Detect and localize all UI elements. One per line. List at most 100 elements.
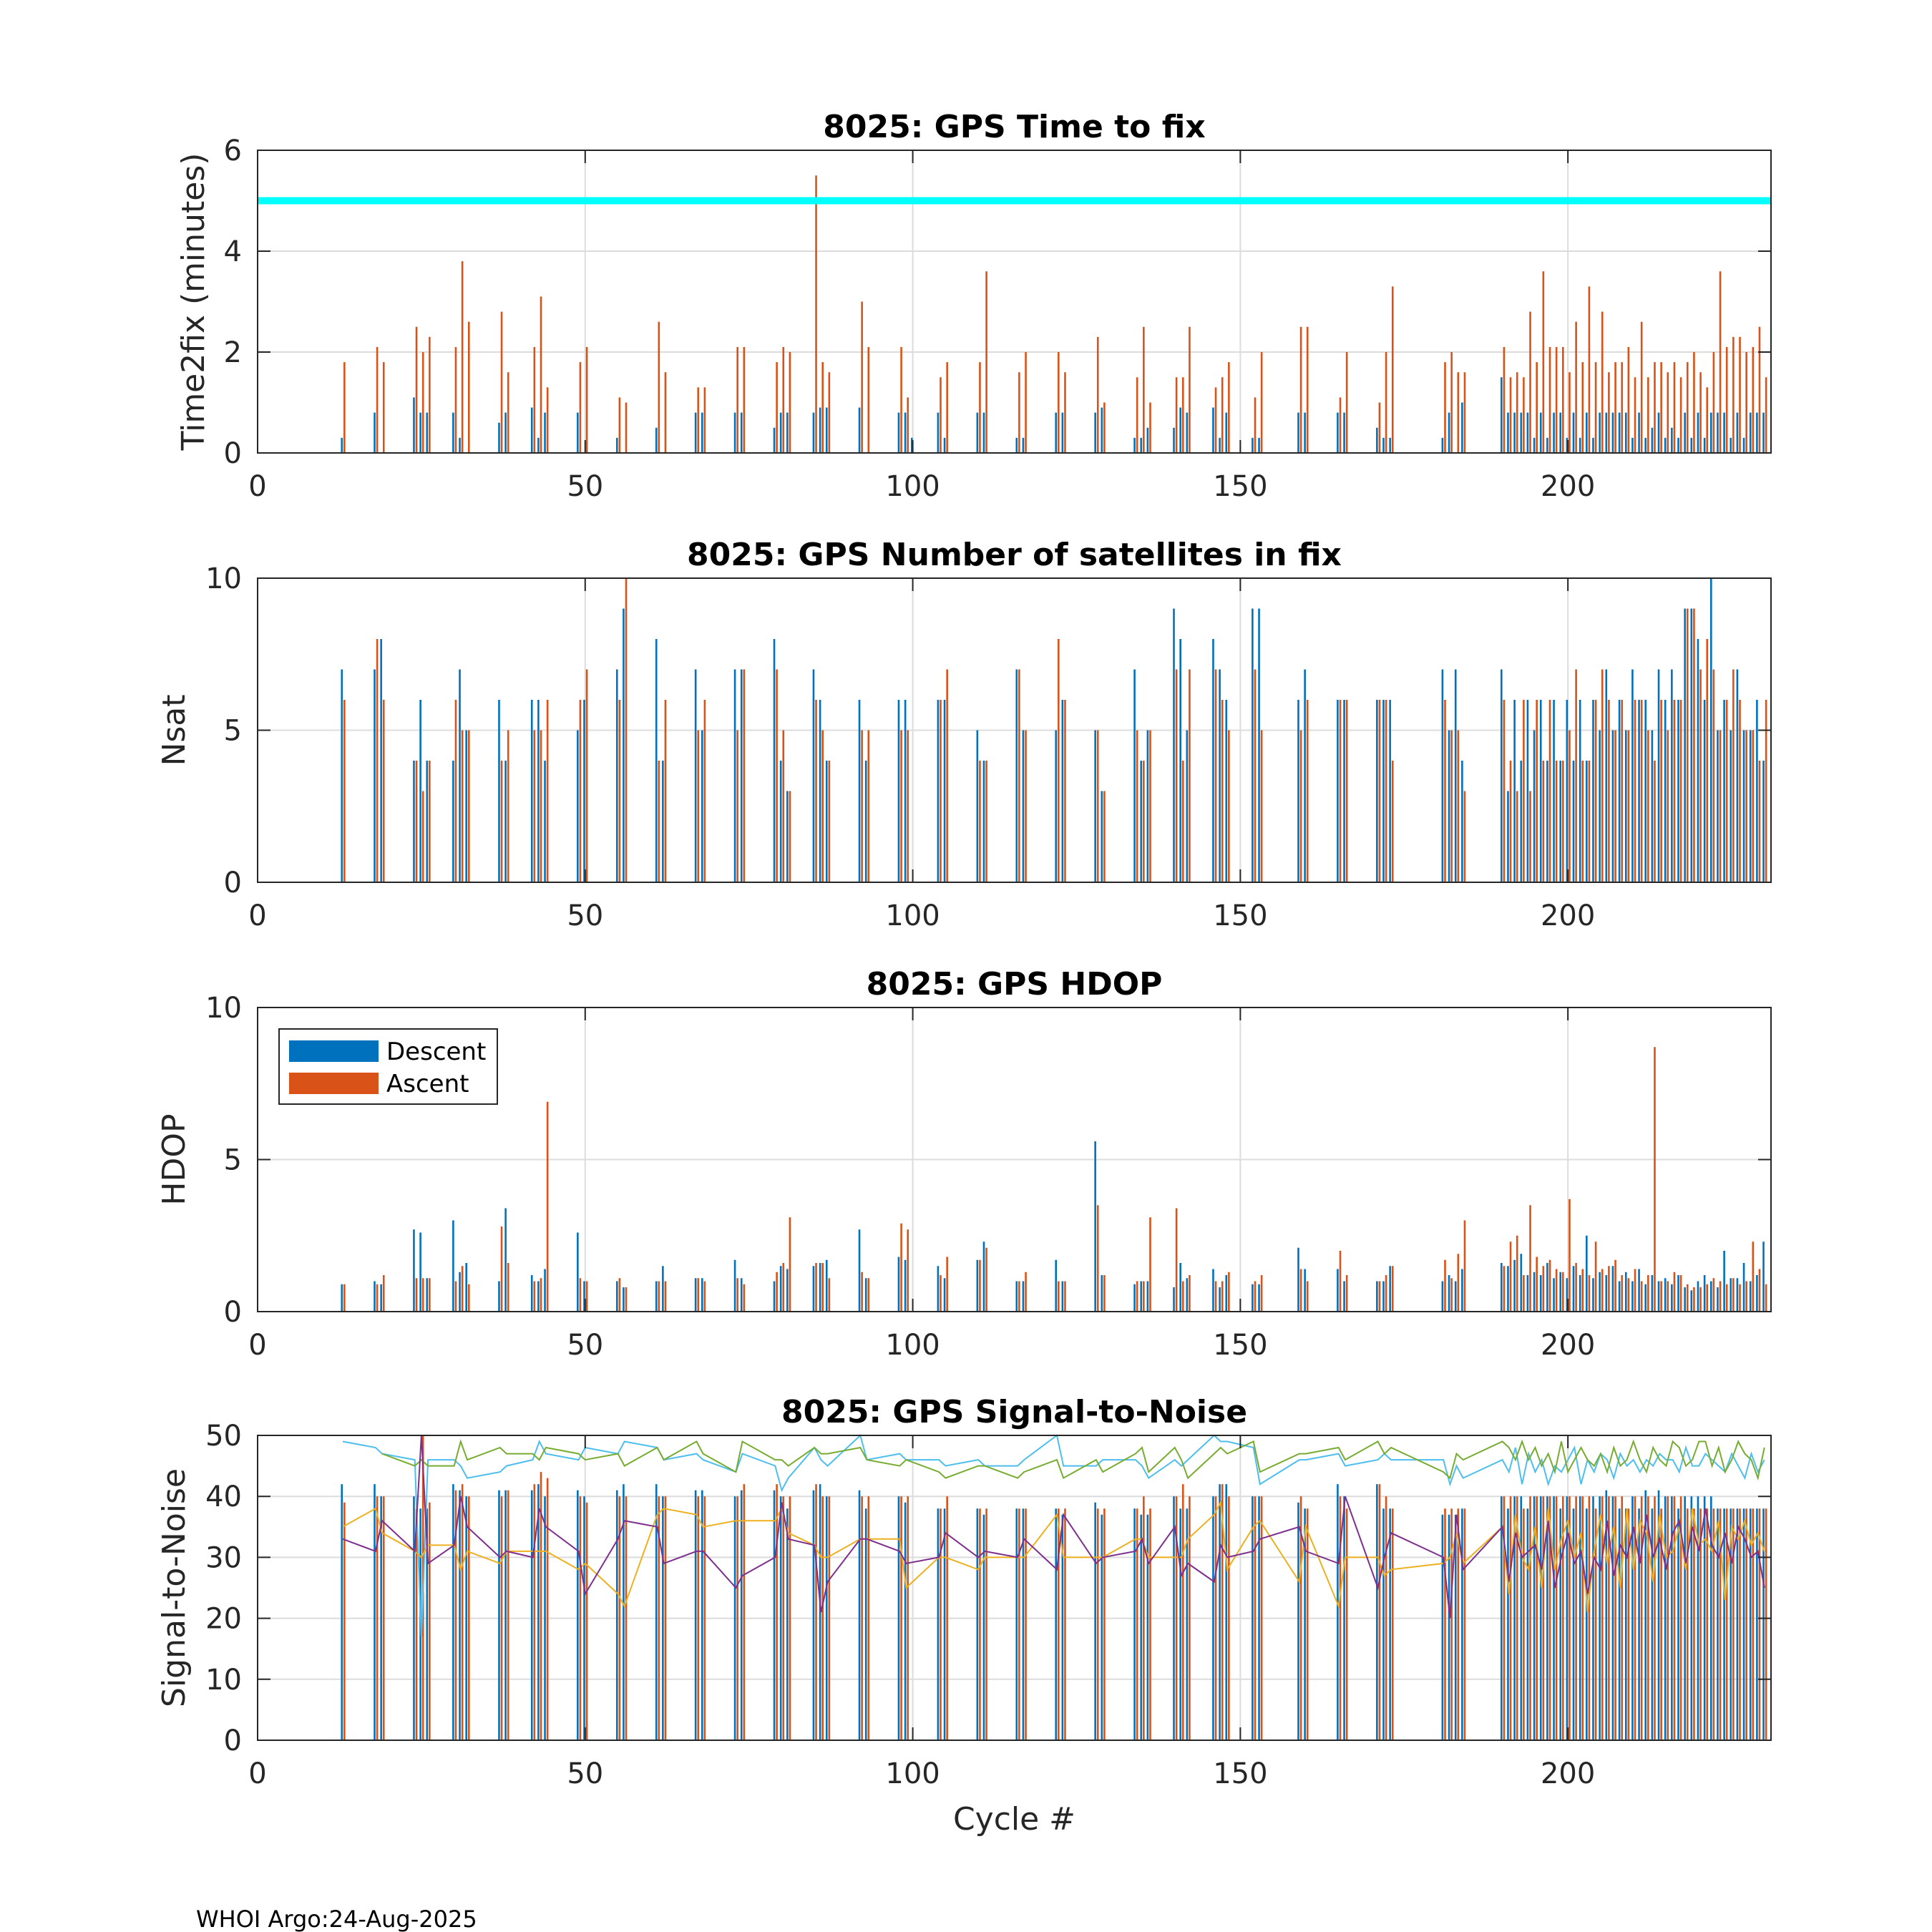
panel1-bar-descent [1618,412,1621,453]
panel2-bar-ascent [421,791,424,882]
panel3-bar-ascent [500,1226,503,1312]
panel4-bar-descent [1559,1508,1562,1740]
panel4-bar-descent [1618,1508,1621,1740]
panel3-bar-descent [426,1278,429,1312]
panel2-bar-descent [1101,791,1103,882]
panel2-bar-descent [1651,730,1654,882]
panel2-bar-descent [459,669,461,882]
panel1-bar-descent [1749,412,1752,453]
panel3-bar-descent [943,1278,946,1312]
panel4-bar-ascent [1463,1508,1466,1740]
panel2-bar-descent [1252,608,1254,882]
panel4-xlabel: Cycle # [953,1801,1075,1838]
panel2-bar-ascent [1189,669,1191,882]
panel4-bar-ascent [1221,1484,1224,1740]
panel1-bar-ascent [1299,326,1302,453]
panel4-bar-descent [786,1508,789,1740]
panel3-bar-ascent [1345,1275,1348,1312]
panel1-bar-descent [498,422,500,453]
panel2-bar-ascent [1575,669,1577,882]
panel2-bar-ascent [985,761,987,882]
panel2-bar-descent [1526,700,1529,882]
panel2-bar-ascent [1614,730,1616,882]
panel4-bar-descent [537,1484,540,1740]
panel4-bar-descent [825,1496,828,1740]
panel2-bar-descent [1599,730,1601,882]
panel3-bar-descent [1684,1287,1686,1312]
panel1-bar-descent [1507,412,1509,453]
panel3-bar-ascent [1588,1275,1591,1312]
panel2-bar-descent [1140,761,1143,882]
panel2-ytick-label: 5 [224,715,242,748]
panel1-bar-descent [1382,437,1385,453]
panel4-bar-ascent [1594,1508,1597,1740]
panel4-bar-ascent [1143,1496,1145,1740]
panel2-title: 8025: GPS Number of satellites in fix [687,537,1342,573]
panel1-bar-descent [341,437,343,453]
panel1-xtick-label: 100 [885,470,940,503]
panel2-bar-ascent [1673,700,1676,882]
panel1-bar-descent [1605,412,1608,453]
panel4-bar-ascent [1745,1508,1747,1740]
panel4-bar-ascent [461,1484,464,1740]
panel4-bar-ascent [376,1496,379,1740]
panel2-bar-ascent [782,730,785,882]
panel4-bar-descent [1133,1508,1136,1740]
panel1-bar-ascent [1345,352,1348,453]
panel4-bar-ascent [507,1490,509,1740]
panel2-bar-ascent [1299,730,1302,882]
panel2-bar-descent [1376,700,1378,882]
panel2-bar-descent [1186,730,1189,882]
panel1-xtick-label: 0 [248,470,266,503]
panel3-bar-ascent [1654,1047,1656,1312]
panel3-bar-ascent [1463,1220,1466,1312]
panel4-bar-descent [1140,1514,1143,1740]
panel4-bar-descent [1513,1496,1516,1740]
panel2-bar-descent [1671,669,1673,882]
panel1-bar-ascent [1143,326,1145,453]
panel4-bar-descent [1742,1508,1745,1740]
panel1-bar-descent [1592,437,1594,453]
panel4-bar-ascent [1608,1496,1610,1740]
panel4-bar-descent [779,1496,782,1740]
panel3-bar-descent [1644,1284,1647,1312]
panel4-bar-ascent [1018,1508,1020,1740]
panel4-bar-ascent [1254,1496,1257,1740]
panel2-bar-descent [583,700,585,882]
footer-text: WHOI Argo:24-Aug-2025 [196,1906,477,1932]
panel1-bar-descent [1717,412,1719,453]
panel2-bar-ascent [454,700,457,882]
panel4-bar-ascent [900,1496,902,1740]
panel1-bar-ascent [343,362,346,453]
panel2-bar-ascent [1667,730,1669,882]
panel2-bar-descent [419,700,421,882]
panel4-bar-ascent [658,1496,660,1740]
panel1-bar-ascent [1601,311,1604,453]
panel3-bar-ascent [946,1257,948,1312]
panel3-bar-ascent [1228,1272,1230,1312]
panel1-bar-descent [1146,427,1149,453]
panel4-bar-ascent [1699,1508,1702,1740]
panel4-bar-ascent [1516,1496,1518,1740]
panel3-bar-ascent [1673,1272,1676,1312]
panel1-bar-ascent [1706,387,1709,453]
panel4-bar-descent [1526,1508,1529,1740]
panel4-bar-ascent [1562,1496,1564,1740]
panel1-bar-descent [1539,412,1542,453]
panel2-bar-ascent [1601,669,1604,882]
panel3-bar-ascent [776,1272,778,1312]
panel1-bar-ascent [1463,372,1466,453]
panel1-bar-ascent [1254,397,1257,453]
panel4-ytick-label: 50 [205,1420,242,1453]
panel4-xtick-label: 200 [1541,1757,1595,1790]
panel4-bar-ascent [1725,1508,1728,1740]
panel4-bar-descent [1441,1514,1444,1740]
panel3-bar-descent [864,1278,867,1312]
panel4-bar-ascent [1149,1508,1151,1740]
panel2-bar-descent [426,761,429,882]
panel1-bar-ascent [1745,352,1747,453]
panel3-bar-ascent [1058,1281,1060,1312]
panel3-bar-descent [1566,1278,1568,1312]
panel3-bar-descent [1624,1272,1627,1312]
panel3-bar-descent [1729,1278,1732,1312]
